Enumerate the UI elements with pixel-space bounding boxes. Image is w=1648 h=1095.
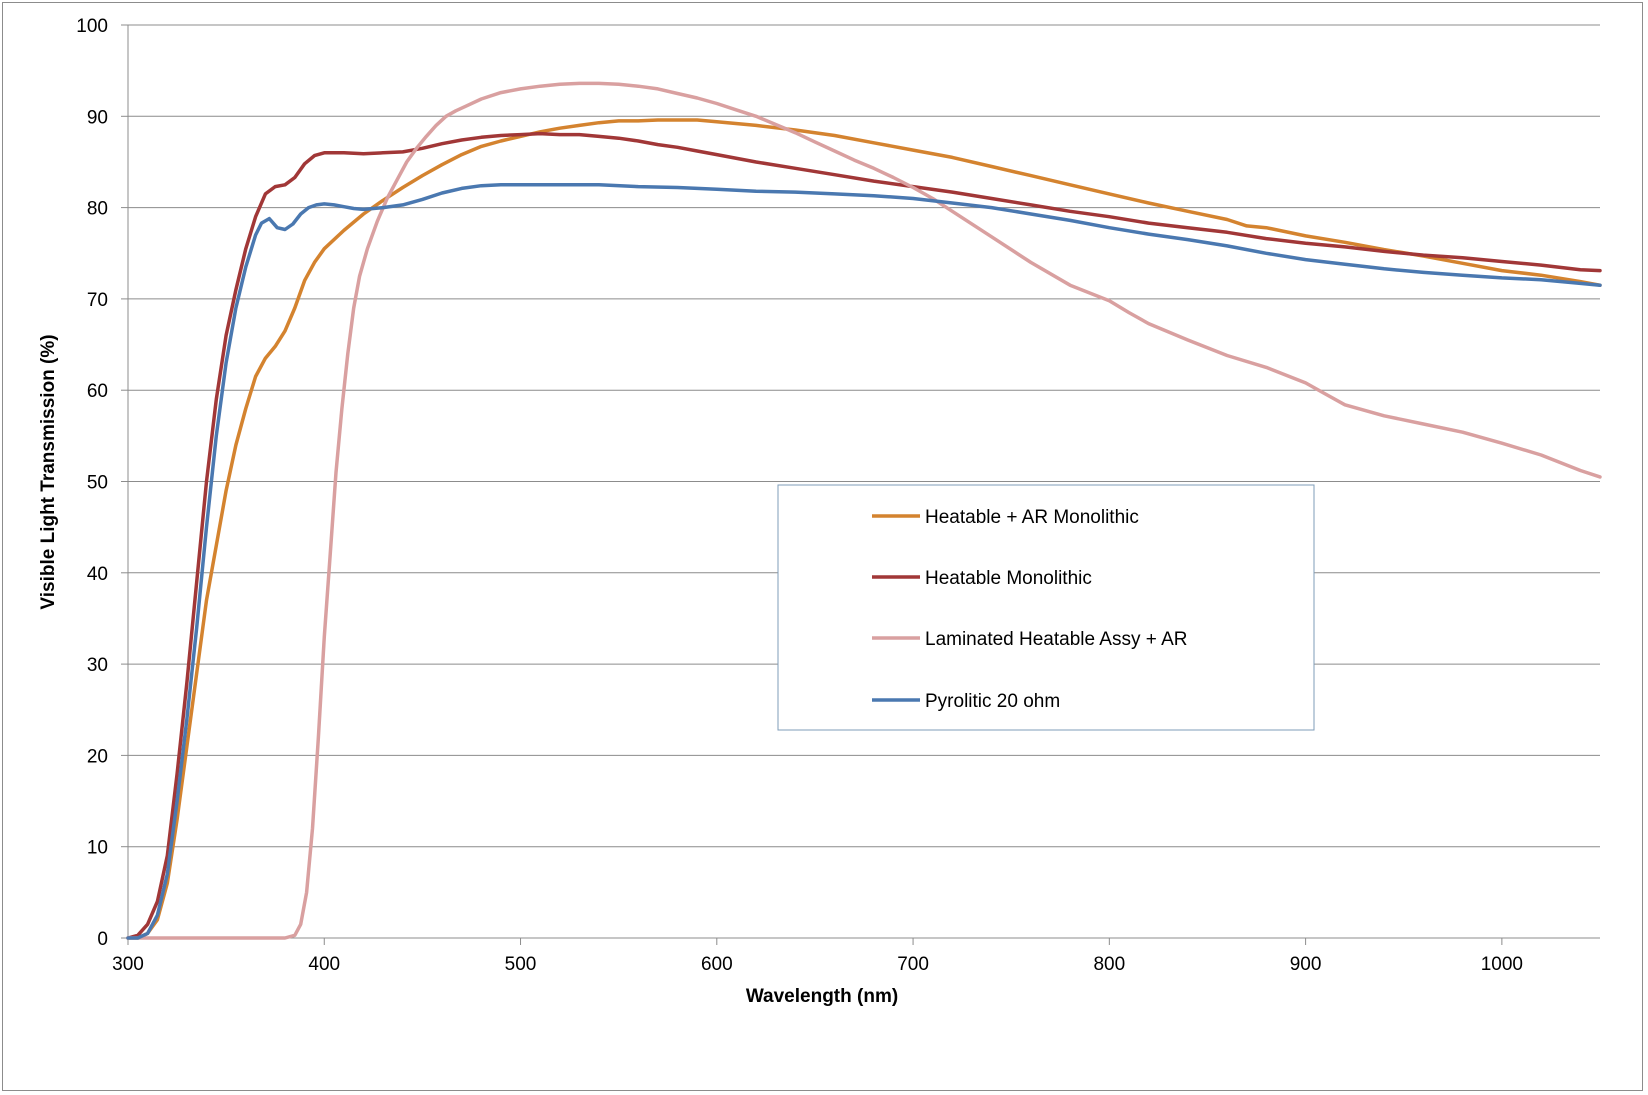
y-tick-label: 40 bbox=[87, 564, 108, 585]
series-line-1 bbox=[126, 118, 1602, 940]
series-lines bbox=[126, 81, 1602, 940]
legend: Heatable + AR Monolithic Heatable Monolit… bbox=[777, 484, 1315, 731]
legend-label: Pyrolitic 20 ohm bbox=[925, 691, 1060, 712]
y-tick-label: 50 bbox=[87, 473, 108, 494]
y-axis-title: Visible Light Transmission (%) bbox=[38, 334, 59, 609]
y-tick-label: 70 bbox=[87, 290, 108, 311]
x-tick-label: 500 bbox=[505, 954, 537, 975]
x-tick-label: 600 bbox=[701, 954, 733, 975]
x-tick-label: 400 bbox=[308, 954, 340, 975]
series-line-2 bbox=[126, 131, 1602, 940]
x-tick-labels: 300 400 500 600 700 800 900 1000 bbox=[112, 954, 1523, 975]
legend-box bbox=[777, 484, 1315, 731]
series-line-4 bbox=[126, 183, 1602, 940]
legend-items: Heatable + AR Monolithic Heatable Monolit… bbox=[872, 507, 1187, 712]
y-tick-label: 30 bbox=[87, 655, 108, 676]
gridlines bbox=[128, 24, 1600, 848]
y-tick-label: 80 bbox=[87, 199, 108, 220]
y-tick-label: 100 bbox=[76, 16, 108, 37]
y-tick-label: 90 bbox=[87, 107, 108, 128]
x-axis-title: Wavelength (nm) bbox=[746, 986, 898, 1007]
legend-label: Laminated Heatable Assy + AR bbox=[925, 629, 1187, 650]
y-tick-label: 0 bbox=[97, 929, 108, 950]
axes bbox=[121, 24, 1600, 945]
y-tick-label: 60 bbox=[87, 381, 108, 402]
legend-label: Heatable + AR Monolithic bbox=[925, 507, 1139, 528]
y-tick-label: 20 bbox=[87, 746, 108, 767]
series-line-3 bbox=[126, 81, 1602, 940]
x-tick-label: 700 bbox=[897, 954, 929, 975]
y-tick-label: 10 bbox=[87, 838, 108, 859]
y-tick-labels: 0 10 20 30 40 50 60 70 80 90 100 bbox=[76, 16, 108, 950]
x-tick-label: 300 bbox=[112, 954, 144, 975]
x-tick-label: 900 bbox=[1290, 954, 1322, 975]
legend-label: Heatable Monolithic bbox=[925, 568, 1092, 589]
x-tick-label: 800 bbox=[1093, 954, 1125, 975]
x-tick-label: 1000 bbox=[1481, 954, 1523, 975]
